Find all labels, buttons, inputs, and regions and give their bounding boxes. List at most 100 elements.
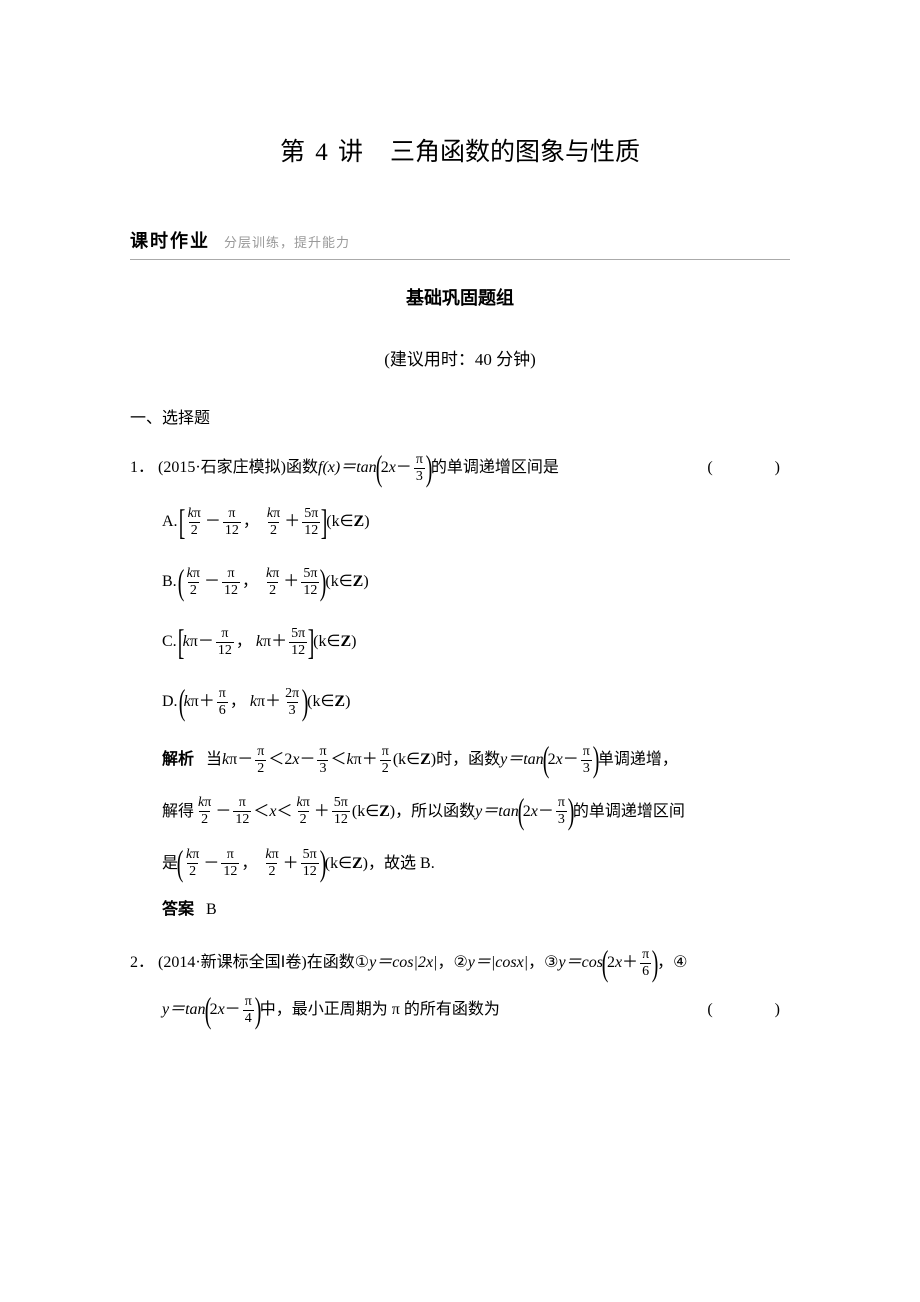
- close: ): [390, 791, 395, 833]
- lparen-icon: (: [542, 749, 549, 771]
- q1-option-b: B. (kπ2－π12，kπ2＋5π12)(k∈Z): [162, 559, 790, 605]
- f3: y＝cos: [559, 949, 603, 978]
- rbracket-icon: ]: [321, 512, 328, 534]
- frac: π12: [223, 506, 241, 539]
- frac: kπ2: [185, 566, 202, 599]
- frac: π6: [640, 947, 651, 980]
- expl-of: 的单调递增区间: [573, 791, 685, 833]
- lparen-icon: (: [178, 692, 185, 714]
- frac: 5π12: [301, 566, 319, 599]
- frac: 5π12: [332, 795, 350, 828]
- expl-solve: 解得: [162, 791, 194, 833]
- q1-options: A. [kπ2－π12，kπ2＋5π12](k∈Z) B. (kπ2－π12，k…: [130, 499, 790, 725]
- kmem: (k∈: [307, 688, 334, 717]
- q2-stem-line1: 2． (2014·新课标全国Ⅰ卷)在函数①y＝cos|2x|，②y＝|cos x…: [130, 947, 790, 980]
- frac: kπ2: [184, 847, 201, 880]
- f2a: y＝|cos: [468, 949, 517, 978]
- frac: π6: [217, 686, 228, 719]
- frac: π4: [243, 994, 254, 1027]
- rparen-icon: ): [652, 953, 659, 975]
- title-prefix: 第 4 讲: [280, 139, 365, 166]
- rparen-icon: ): [319, 853, 326, 875]
- expl-row-1: 解析 当 kπ－π2＜2x－π3＜kπ＋π2(k∈Z)时，函数 y＝tan(2x…: [162, 739, 790, 781]
- expl-mono: 单调递增，: [598, 739, 678, 781]
- q2-stem-line2: y＝tan(2x－π4)中，最小正周期为 π 的所有函数为 ( ): [130, 994, 790, 1027]
- frac: kπ2: [294, 795, 311, 828]
- kmem: (k∈: [325, 568, 352, 597]
- answer-label: 答案: [162, 901, 194, 918]
- title-main: 三角函数的图象与性质: [390, 139, 640, 166]
- set-z: Z: [352, 843, 363, 885]
- f2b: x|: [517, 949, 529, 978]
- q1-inner-minus: －: [396, 454, 412, 483]
- circled-1: ①: [355, 949, 369, 978]
- circled-3: ③: [544, 949, 558, 978]
- close: ): [363, 843, 368, 885]
- expl-so: 所以函数: [411, 791, 475, 833]
- frac: π3: [581, 744, 592, 777]
- expl-row-3: 是(kπ2－π12，kπ2＋5π12)(k∈Z)，故选 B.: [162, 843, 790, 885]
- comma: ，: [241, 843, 257, 885]
- frac: 2π3: [283, 686, 301, 719]
- x: x: [218, 996, 225, 1025]
- k: k: [250, 688, 257, 717]
- frac: kπ2: [264, 566, 281, 599]
- circled-2: ②: [453, 949, 467, 978]
- y-eq: y＝tan: [475, 791, 519, 833]
- rbracket-icon: ]: [308, 632, 315, 654]
- frac: π12: [222, 566, 240, 599]
- group-title: 基础巩固题组: [130, 282, 790, 314]
- expl-is: 是: [162, 843, 178, 885]
- kmem: (k∈: [325, 843, 352, 885]
- pi: π: [229, 739, 237, 781]
- q1-stem-b: 的单调递增区间是: [431, 454, 559, 483]
- expl-choose: 故选 B.: [384, 843, 435, 885]
- frac: π12: [216, 626, 234, 659]
- expl-when: 当: [206, 739, 222, 781]
- f4: y＝tan: [162, 996, 206, 1025]
- q2-text-2: y＝tan(2x－π4)中，最小正周期为 π 的所有函数为: [162, 994, 677, 1027]
- rparen-icon: ): [254, 1000, 261, 1022]
- comma: ，: [242, 568, 258, 597]
- close: ): [345, 688, 350, 717]
- rparen-icon: ): [568, 801, 575, 823]
- expl-row-2: 解得kπ2－π12＜x＜kπ2＋5π12(k∈Z)，所以函数 y＝tan(2x－…: [162, 791, 790, 833]
- homework-label: 课时作业: [130, 225, 210, 257]
- homework-sub: 分层训练，提升能力: [224, 231, 350, 254]
- comma: ，: [236, 628, 252, 657]
- k: k: [347, 739, 354, 781]
- k: k: [256, 628, 263, 657]
- q2-answer-blank: ( ): [677, 996, 790, 1025]
- lt: ＜: [253, 791, 269, 833]
- close: ): [351, 628, 356, 657]
- frac: 5π12: [302, 506, 320, 539]
- opt-d-label: D.: [162, 688, 178, 717]
- q1-stem-a: 函数: [286, 454, 318, 483]
- comma: ，: [528, 949, 544, 978]
- q1-stem: 1． (2015·石家庄模拟)函数 f(x)＝tan (2x－π3)的单调递增区…: [130, 452, 790, 485]
- set-z: Z: [353, 568, 364, 597]
- rparen-icon: ): [302, 692, 309, 714]
- page-title: 第 4 讲 三角函数的图象与性质: [130, 130, 790, 175]
- frac-pi-3: π3: [414, 452, 425, 485]
- lparen-icon: (: [204, 1000, 211, 1022]
- frac: π3: [556, 795, 567, 828]
- frac: π3: [317, 744, 328, 777]
- q1-number: 1．: [130, 454, 154, 483]
- kmem: (k∈: [313, 628, 340, 657]
- homework-line: 课时作业 分层训练，提升能力: [130, 225, 790, 260]
- opt-a-label: A.: [162, 508, 178, 537]
- q1-text: (2015·石家庄模拟)函数 f(x)＝tan (2x－π3)的单调递增区间是: [158, 452, 677, 485]
- q1-source: (2015·石家庄模拟): [158, 454, 286, 483]
- q2-stem-a: 在函数: [307, 949, 355, 978]
- title-gap: [365, 139, 390, 166]
- q1-option-c: C. [kπ－π12，kπ＋5π12](k∈Z): [162, 619, 790, 665]
- lparen-icon: (: [375, 458, 382, 480]
- q1-answer: 答案B: [130, 896, 790, 925]
- question-2: 2． (2014·新课标全国Ⅰ卷)在函数①y＝cos|2x|，②y＝|cos x…: [130, 947, 790, 1027]
- circled-4: ④: [673, 949, 687, 978]
- lparen-icon: (: [602, 953, 609, 975]
- lparen-icon: (: [517, 801, 524, 823]
- question-1: 1． (2015·石家庄模拟)函数 f(x)＝tan (2x－π3)的单调递增区…: [130, 452, 790, 925]
- frac: kπ2: [263, 847, 280, 880]
